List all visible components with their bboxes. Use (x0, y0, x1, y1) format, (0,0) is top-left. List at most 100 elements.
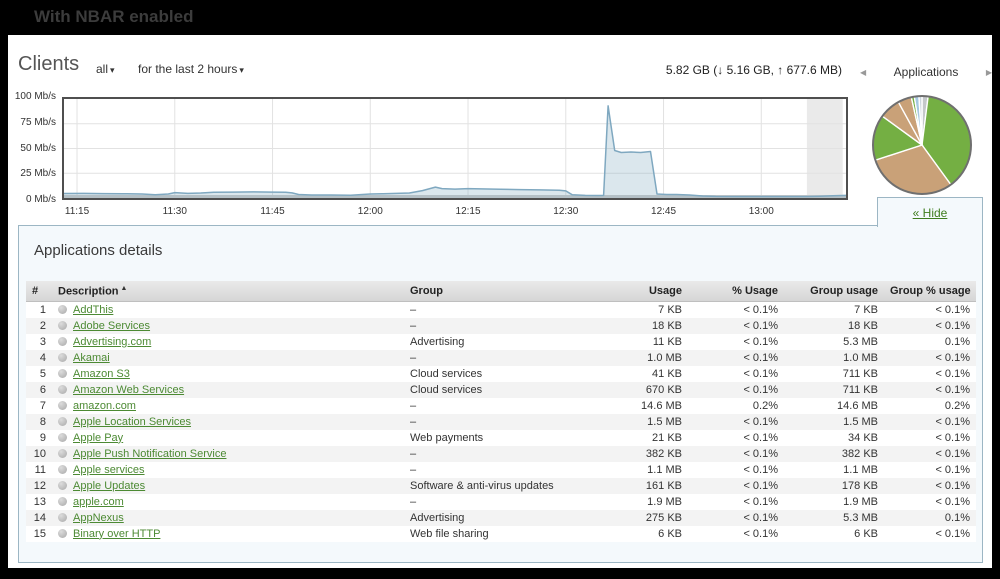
applications-pie-chart[interactable] (870, 93, 974, 197)
row-pct-usage: < 0.1% (688, 349, 784, 366)
app-link[interactable]: Binary over HTTP (73, 527, 161, 540)
row-usage: 21 KB (652, 431, 682, 444)
row-group-pct-usage: 0.1% (944, 335, 970, 348)
row-number: 8 (26, 413, 52, 430)
row-group-usage: 5.3 MB (784, 509, 884, 526)
hide-link[interactable]: « Hide (912, 205, 948, 220)
row-group: – (410, 399, 417, 412)
col-group-pct-usage[interactable]: Group % usage (884, 281, 976, 302)
row-group: – (410, 303, 417, 316)
row-description: Apple Location Services (52, 413, 404, 430)
app-dot-icon (58, 496, 67, 506)
usage-area-chart[interactable] (62, 97, 848, 200)
app-link[interactable]: Adobe Services (73, 319, 151, 332)
row-description: Amazon Web Services (52, 381, 404, 398)
row-group-pct-usage: < 0.1% (884, 445, 976, 462)
row-group: – (410, 495, 417, 508)
row-group-usage: 6 KB (854, 527, 878, 540)
applications-table-body: 1 AddThis – 7 KB < 0.1% 7 KB < 0.1% 2 Ad… (26, 301, 976, 542)
col-pct-usage[interactable]: % Usage (688, 281, 784, 302)
table-row: 10 Apple Push Notification Service – 382… (26, 445, 976, 462)
row-group: Advertising (404, 509, 600, 526)
row-pct-usage: < 0.1% (743, 335, 778, 348)
row-pct-usage: < 0.1% (688, 413, 784, 430)
hide-tab[interactable]: « Hide (877, 197, 983, 227)
row-description: Akamai (52, 349, 404, 366)
row-description: apple.com (52, 494, 404, 510)
row-description: Apple Push Notification Service (52, 445, 404, 462)
row-number: 13 (33, 495, 46, 508)
x-tick-label: 12:00 (357, 206, 383, 217)
app-link[interactable]: Advertising.com (73, 335, 152, 348)
carousel-right-icon[interactable]: ▶ (985, 67, 992, 77)
dashboard-page: Clients all ▾ for the last 2 hours ▾ 5.82 … (8, 35, 992, 568)
pie-title: Applications (893, 65, 959, 79)
row-group: – (404, 349, 600, 366)
row-group-pct-usage: < 0.1% (935, 367, 970, 380)
table-row: 7 amazon.com – 14.6 MB 0.2% 14.6 MB 0.2% (26, 398, 976, 414)
row-usage: 670 KB (600, 381, 688, 398)
y-tick-label: 100 Mb/s (14, 91, 56, 102)
col-usage[interactable]: Usage (600, 281, 688, 302)
table-row: 2 Adobe Services – 18 KB < 0.1% 18 KB < … (26, 317, 976, 334)
row-group-usage: 14.6 MB (837, 399, 878, 412)
applications-details-panel: « Hide Applications details # Descriptio… (18, 197, 983, 563)
app-dot-icon (58, 464, 67, 474)
app-link[interactable]: Apple Updates (73, 479, 146, 492)
applications-details-title: Applications details (34, 242, 163, 259)
app-dot-icon (58, 336, 67, 346)
col-group-usage[interactable]: Group usage (784, 281, 884, 302)
row-group-pct-usage: < 0.1% (884, 349, 976, 366)
app-dot-icon (58, 480, 67, 490)
app-dot-icon (58, 512, 67, 522)
app-link[interactable]: amazon.com (73, 399, 136, 412)
app-link[interactable]: AppNexus (73, 511, 124, 524)
col-number[interactable]: # (26, 281, 52, 302)
y-tick-label: 50 Mb/s (20, 142, 56, 154)
row-usage: 275 KB (600, 509, 688, 526)
sort-asc-icon: ▲ (120, 285, 128, 292)
row-pct-usage: < 0.1% (743, 495, 778, 508)
row-description: amazon.com (52, 398, 404, 414)
x-tick-label: 11:45 (260, 206, 285, 217)
app-link[interactable]: Apple Location Services (73, 415, 192, 428)
row-group: – (404, 317, 600, 334)
table-row: 13 apple.com – 1.9 MB < 0.1% 1.9 MB < 0.… (26, 494, 976, 510)
row-number: 4 (26, 349, 52, 366)
col-description[interactable]: Description ▲ (52, 281, 404, 302)
row-group-usage: 382 KB (784, 445, 884, 462)
y-tick-label: 0 Mb/s (25, 194, 56, 205)
timespan-dropdown[interactable]: for the last 2 hours ▾ (138, 62, 244, 76)
row-number: 10 (26, 445, 52, 462)
app-dot-icon (58, 432, 67, 442)
app-link[interactable]: apple.com (73, 495, 124, 508)
row-pct-usage: < 0.1% (743, 303, 778, 316)
row-usage: 1.5 MB (600, 413, 688, 430)
app-link[interactable]: Apple services (73, 463, 145, 476)
x-tick-label: 11:30 (162, 206, 187, 217)
row-usage: 7 KB (658, 303, 682, 316)
app-dot-icon (58, 416, 67, 426)
x-tick-label: 11:15 (64, 206, 90, 217)
row-group-pct-usage: < 0.1% (884, 413, 976, 430)
app-link[interactable]: Amazon Web Services (73, 383, 185, 396)
app-dot-icon (58, 368, 67, 378)
row-group-pct-usage: < 0.1% (884, 317, 976, 334)
app-link[interactable]: Apple Push Notification Service (73, 447, 227, 460)
row-number: 15 (33, 527, 46, 540)
app-link[interactable]: Akamai (73, 351, 110, 364)
client-scope-dropdown[interactable]: all ▾ (96, 62, 115, 76)
row-group: Advertising (410, 335, 465, 348)
row-group-pct-usage: 0.1% (884, 509, 976, 526)
app-link[interactable]: AddThis (73, 303, 114, 316)
table-row: 14 AppNexus Advertising 275 KB < 0.1% 5.… (26, 509, 976, 526)
carousel-left-icon[interactable]: ◀ (860, 67, 867, 77)
row-description: AppNexus (52, 509, 404, 526)
app-dot-icon (58, 352, 67, 362)
row-pct-usage: < 0.1% (688, 509, 784, 526)
app-link[interactable]: Apple Pay (73, 431, 124, 444)
col-group[interactable]: Group (404, 281, 600, 302)
app-link[interactable]: Amazon S3 (73, 367, 130, 380)
app-dot-icon (58, 304, 67, 314)
app-dot-icon (58, 384, 67, 394)
